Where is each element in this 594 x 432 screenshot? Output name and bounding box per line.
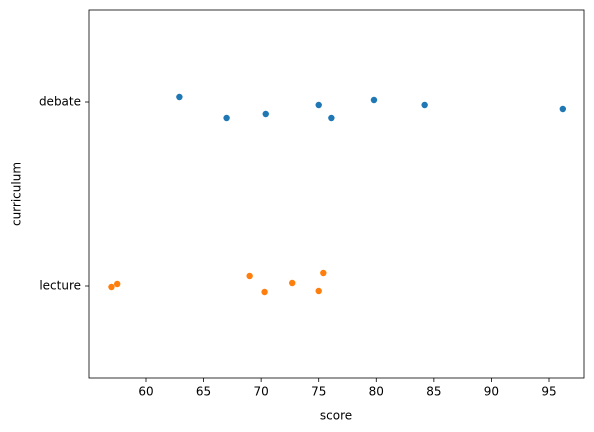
point <box>246 272 253 280</box>
point <box>370 96 378 104</box>
y-tick-label: lecture <box>39 279 81 293</box>
point <box>262 110 269 118</box>
point <box>289 279 296 287</box>
point <box>261 288 268 296</box>
point <box>421 101 428 109</box>
x-tick-label: 70 <box>253 385 268 399</box>
point <box>315 287 322 295</box>
x-tick-label: 80 <box>369 385 384 399</box>
y-tick-label: debate <box>39 95 81 109</box>
point <box>108 283 115 291</box>
point <box>223 114 230 122</box>
x-tick-label: 90 <box>484 385 499 399</box>
point <box>320 269 327 277</box>
x-tick-label: 60 <box>138 385 153 399</box>
x-tick-label: 65 <box>196 385 211 399</box>
x-tick-label: 85 <box>426 385 441 399</box>
x-tick-label: 75 <box>311 385 326 399</box>
point <box>328 114 335 122</box>
x-tick-label: 95 <box>541 385 556 399</box>
point <box>559 105 567 113</box>
point <box>114 280 121 288</box>
point <box>176 93 183 101</box>
y-axis-label: curriculum <box>10 162 24 226</box>
x-axis-label: score <box>320 409 352 423</box>
plot-frame <box>88 9 585 379</box>
point <box>315 101 322 109</box>
